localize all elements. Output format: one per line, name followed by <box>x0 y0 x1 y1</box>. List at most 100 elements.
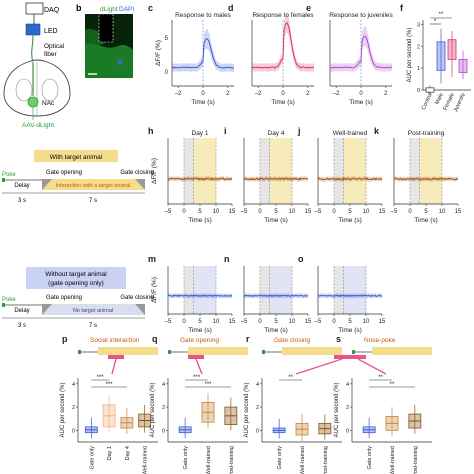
duration-delay-2: 3 s <box>18 323 26 329</box>
panel-label-c: c <box>148 3 153 13</box>
sig-marker: *** <box>193 375 201 381</box>
x-tick-label: 0 <box>258 319 262 325</box>
interaction-period-box <box>42 179 145 190</box>
epoch-arrow <box>111 358 117 375</box>
y-tick-label: 4 <box>256 382 259 388</box>
gate-close-ramp-2 <box>135 304 145 315</box>
boxplot-title: Social interaction <box>90 337 140 344</box>
mean-trace <box>393 177 459 181</box>
protocol-with-title-box <box>34 150 118 162</box>
period-shade <box>419 138 442 204</box>
boxplot-title: Gate closing <box>274 337 311 344</box>
x-tick-label: 0 <box>258 209 262 215</box>
panel-label-j: j <box>297 126 301 136</box>
y-tick-label: 0 <box>165 70 169 76</box>
y-axis-label: AUC per second (%) <box>407 27 413 82</box>
mini-poke <box>168 350 171 354</box>
x-tick-label: –5 <box>315 319 322 325</box>
low-traces-group: m –5 0 5 10 15 Time (s) ΔF/F (%) n –5 0 5 10 15 Time (… <box>148 254 386 334</box>
trace-title: Response to females <box>252 12 314 19</box>
panel-label-i: i <box>224 126 227 136</box>
dlight-signal-region <box>85 43 133 78</box>
protocol-without-title-box <box>26 267 126 289</box>
y-axis-label: AUC per second (%) <box>334 382 340 437</box>
x-tick-label: 10 <box>363 209 370 215</box>
panel-label-f: f <box>400 3 404 13</box>
delay-shade <box>334 266 344 314</box>
duration-no-target: 7 s <box>89 323 97 329</box>
panel-label-s: s <box>336 334 341 344</box>
y-tick-label: 0 <box>162 428 165 434</box>
duration-delay: 3 s <box>18 198 26 204</box>
x-tick-label: –2 <box>255 91 262 97</box>
mini-period <box>282 347 342 355</box>
poke-label: Poke <box>2 172 16 178</box>
sig-marker: ** <box>390 382 395 388</box>
category-label: Male <box>434 92 444 105</box>
delay-label-2: Delay <box>14 308 29 314</box>
y-tick-label: 0 <box>417 88 420 94</box>
x-tick-label: 0 <box>408 209 412 215</box>
x-tick-label: –5 <box>165 319 172 325</box>
y-tick-label: 4 <box>162 382 165 388</box>
trace-title: Post-training <box>408 130 445 137</box>
y-tick-label: 2 <box>256 405 259 411</box>
daq-box <box>25 2 44 15</box>
y-tick-label: 2 <box>417 44 420 50</box>
x-axis-label: Time (s) <box>414 217 438 224</box>
x-tick-label: 0 <box>359 91 363 97</box>
x-tick-label: 0 <box>182 319 186 325</box>
category-label: Gate only <box>183 446 189 470</box>
trace-title: Day 4 <box>268 130 285 137</box>
panel-label-p: p <box>62 334 68 344</box>
epoch-highlight <box>108 355 124 359</box>
bottom-boxes-group: p Social interaction 0 2 4 AUC per second (%)… <box>60 334 432 474</box>
mean-trace <box>171 38 235 69</box>
delay-shade <box>334 138 344 204</box>
y-tick-label: 2 <box>162 405 165 411</box>
x-tick-label: 0 <box>332 319 336 325</box>
protocol-without-target: Without target animal (gate opening only… <box>2 267 154 329</box>
y-axis-label: AUC per second (%) <box>150 382 156 437</box>
epoch-arrow <box>295 358 343 375</box>
x-tick-label: –5 <box>165 209 172 215</box>
gate-open-ramp-2 <box>42 304 52 315</box>
trace-title: Day 1 <box>192 130 209 137</box>
category-label: Gate only <box>367 446 373 470</box>
sig-marker: *** <box>204 382 212 388</box>
period-shade <box>269 138 292 204</box>
trace-title: Well-trained <box>333 130 368 137</box>
delay-label: Delay <box>14 183 29 189</box>
setup-schematic: DAQ LED Optical fiber NAc AAV-dLight <box>3 2 71 129</box>
mean-trace <box>329 35 393 69</box>
sig-marker: ** <box>378 375 383 381</box>
fiber-label-1: Optical <box>44 43 65 50</box>
panel-label-r: r <box>246 334 250 344</box>
x-axis-label: Time (s) <box>271 99 295 106</box>
x-tick-label: 0 <box>182 209 186 215</box>
x-tick-label: 15 <box>305 209 312 215</box>
gate-opening-label: Gate opening <box>46 170 82 176</box>
sig-marker: *** <box>106 382 114 388</box>
x-tick-label: 5 <box>348 319 352 325</box>
panel-label-b: b <box>76 3 82 13</box>
poke-marker-2 <box>2 303 5 307</box>
x-axis-label: Time (s) <box>264 327 288 334</box>
x-tick-label: –2 <box>333 91 340 97</box>
mean-trace <box>317 177 383 181</box>
protocol-without-title-1: Without target animal <box>45 271 107 278</box>
x-tick-label: 10 <box>363 319 370 325</box>
fiber-label-2: fiber <box>44 51 57 58</box>
y-axis-label: ΔF/F (%) <box>151 277 158 303</box>
gate-open-ramp <box>42 179 52 190</box>
led-box <box>25 23 41 36</box>
box <box>436 41 446 71</box>
x-tick-label: 15 <box>455 209 462 215</box>
panel-label-m: m <box>148 254 156 264</box>
panel-label-k: k <box>374 126 380 136</box>
delay-shade <box>184 138 194 204</box>
epoch-arrow <box>357 358 387 375</box>
delay-shade <box>184 266 194 314</box>
